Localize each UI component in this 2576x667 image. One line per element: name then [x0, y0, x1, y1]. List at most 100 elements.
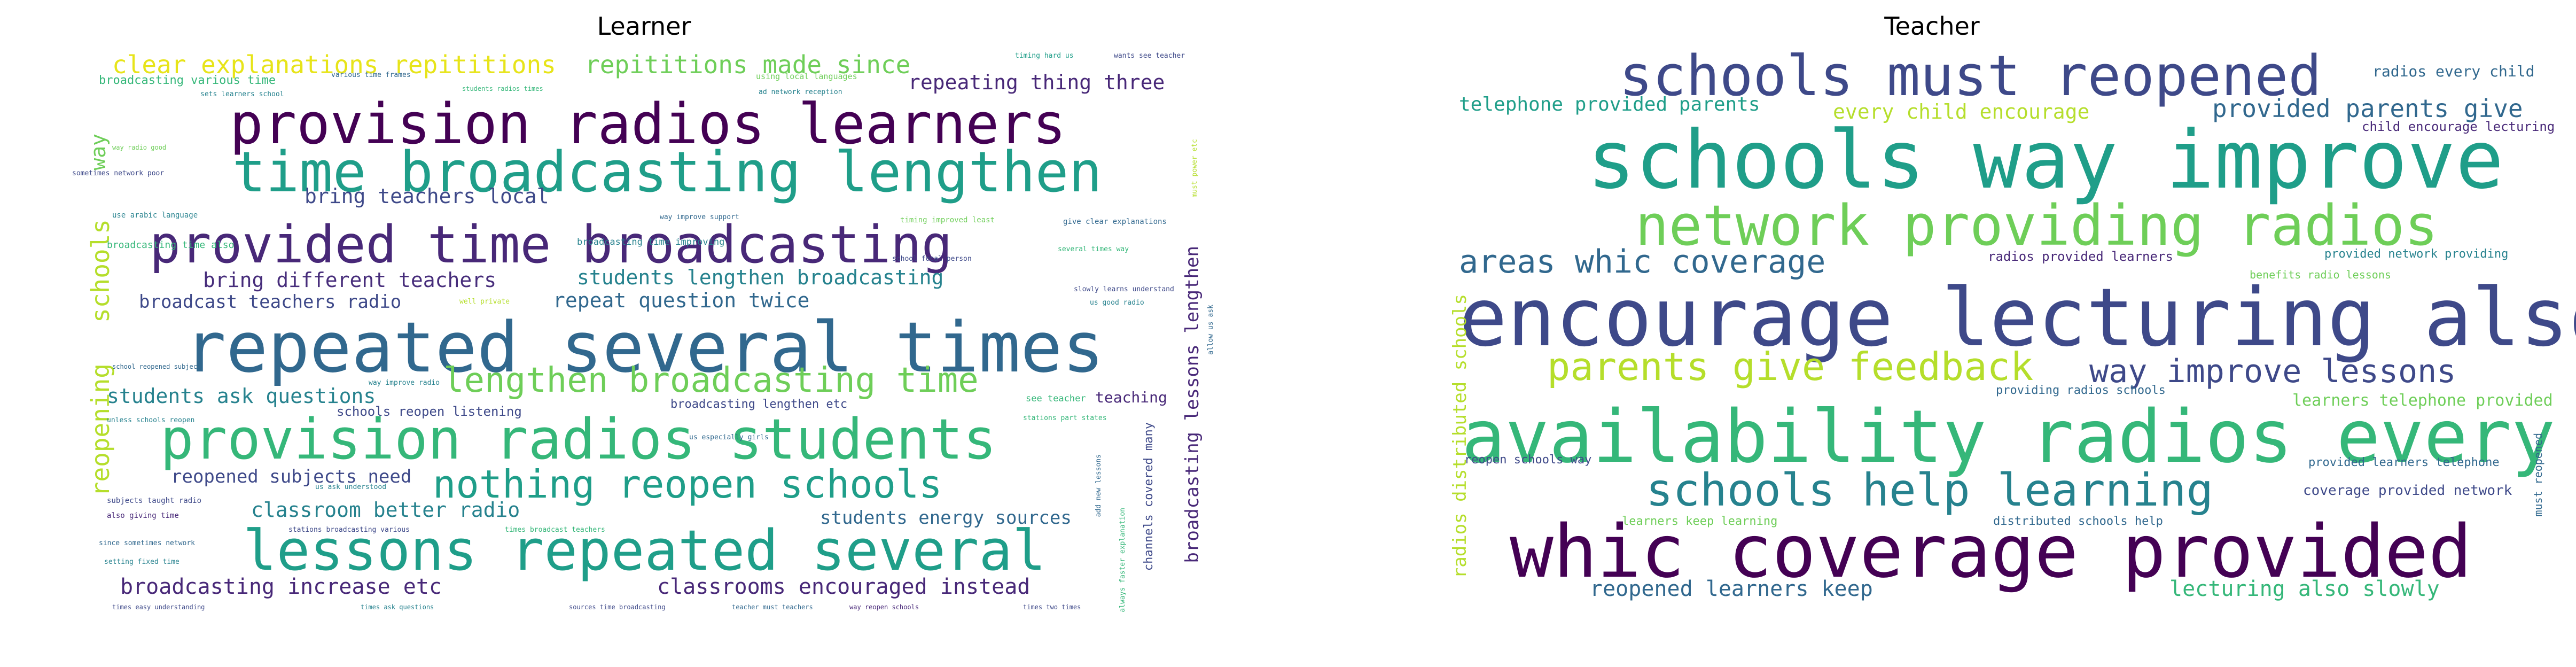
word: radios every child [2372, 63, 2535, 80]
word: repeated several times [184, 307, 1104, 388]
word: times two times [1023, 603, 1081, 611]
word: times ask questions [361, 603, 434, 611]
word: way improve support [660, 213, 739, 221]
word: coverage provided network [2303, 483, 2512, 499]
word: repeat question twice [553, 289, 810, 312]
word: use arabic language [112, 211, 198, 220]
word: provided time broadcasting [150, 215, 953, 275]
word: parents give feedback [1547, 344, 2034, 389]
word: broadcast teachers radio [139, 291, 402, 313]
word: provision radios students [160, 407, 997, 472]
word: students energy sources [820, 507, 1072, 529]
word: subjects taught radio [107, 497, 202, 505]
word: telephone provided parents [1459, 94, 1760, 115]
word: bring teachers local [305, 184, 549, 208]
word: unless schools reopen [107, 416, 195, 424]
teacher-panel: Teacher schools must reopened radios eve… [1288, 0, 2576, 667]
word: give clear explanations [1063, 218, 1167, 226]
word: way reopen schools [849, 603, 919, 611]
word: students ask questions [107, 384, 376, 408]
word: radios provided learners [1988, 249, 2173, 264]
word: schools way improve [1587, 114, 2504, 207]
word: distributed schools help [1993, 515, 2163, 528]
word: reopen schools way [1464, 453, 1592, 467]
word: classroom better radio [251, 498, 520, 522]
word: several times way [1058, 245, 1129, 253]
word: broadcasting lengthen etc [670, 398, 848, 411]
word: learners keep learning [1622, 515, 1778, 528]
word: benefits radio lessons [2250, 268, 2391, 281]
word: times broadcast teachers [505, 526, 605, 534]
word: lecturing also slowly [2169, 577, 2440, 601]
word: ad network reception [759, 88, 842, 96]
word: schools [86, 219, 115, 323]
word: setting fixed time [104, 558, 179, 566]
word: provided parents give [2212, 94, 2523, 123]
word: nothing reopen schools [433, 462, 942, 507]
word: reopened subjects need [171, 466, 412, 487]
word: provision radios learners [230, 91, 1066, 157]
word: always faster explanation [1119, 508, 1127, 612]
learner-wordcloud: clear explanations repititions repititio… [69, 48, 1223, 625]
word: teaching [1095, 389, 1167, 406]
word: broadcasting lessons lengthen [1182, 246, 1203, 563]
word: time broadcasting lengthen [232, 139, 1102, 205]
word: clear explanations repititions [112, 50, 556, 79]
word: way [87, 134, 110, 170]
word: us ask understood [315, 483, 387, 491]
word: school reopened subject [112, 363, 201, 370]
word: sets learners school [200, 90, 284, 98]
word: wants see teacher [1114, 52, 1185, 60]
learner-title: Learner [597, 12, 691, 41]
word: must power etc [1191, 139, 1199, 198]
word: add new lessons [1095, 454, 1103, 517]
word: also giving time [107, 511, 179, 520]
word: us especially girls [689, 433, 769, 441]
teacher-wordcloud: schools must reopened radios every child… [1449, 43, 2576, 625]
word: us good radio [1090, 299, 1144, 307]
word: every child encourage [1833, 100, 2090, 123]
word: network providing radios [1635, 193, 2438, 258]
word: reopening [86, 363, 115, 497]
learner-panel: Learner clear explanations repititions r… [69, 12, 1223, 625]
word: timing improved least [900, 216, 995, 224]
word: lessons repeated several [243, 518, 1046, 583]
word: repeating thing three [908, 71, 1165, 94]
word: slowly learns understand [1074, 285, 1174, 293]
word: way radio good [112, 144, 167, 151]
word: broadcasting time improving [577, 237, 725, 247]
word: see teacher [1026, 393, 1086, 404]
word: teacher must teachers [732, 603, 813, 611]
word: lengthen broadcasting time [443, 361, 979, 400]
word: child encourage lecturing [2362, 119, 2555, 134]
word: school focal person [892, 255, 972, 263]
word: schools reopen listening [337, 404, 522, 419]
word: timing hard us [1015, 52, 1074, 60]
teacher-title: Teacher [1884, 12, 1980, 41]
word: providing radios schools [1996, 384, 2166, 397]
word: whic coverage provided [1510, 510, 2472, 594]
word: schools must reopened [1619, 43, 2322, 108]
word: classrooms encouraged instead [657, 575, 1031, 599]
word: provided network providing [2324, 247, 2509, 261]
word: students radios times [462, 85, 543, 92]
word: broadcasting various time [99, 74, 276, 87]
word: times easy understanding [112, 603, 205, 611]
word: sometimes network poor [72, 169, 165, 177]
word: provided learners telephone [2308, 456, 2500, 469]
word: availability radios every [1462, 395, 2555, 479]
word: students lengthen broadcasting [577, 266, 944, 289]
word: schools help learning [1646, 464, 2214, 516]
word: using local languages [756, 72, 857, 81]
word: broadcasting time also [107, 239, 235, 251]
word: various time frames [331, 71, 411, 79]
word: since sometimes network [99, 539, 196, 547]
word: repititions made since [585, 50, 911, 79]
word: reopened learners keep [1590, 577, 1873, 601]
word: learners telephone provided [2292, 391, 2553, 410]
word: bring different teachers [203, 268, 497, 292]
word: way improve lessons [2089, 353, 2456, 390]
word: channels covered many [1142, 422, 1156, 571]
word: must reopened [2532, 433, 2544, 517]
word: stations broadcasting various [288, 526, 410, 534]
